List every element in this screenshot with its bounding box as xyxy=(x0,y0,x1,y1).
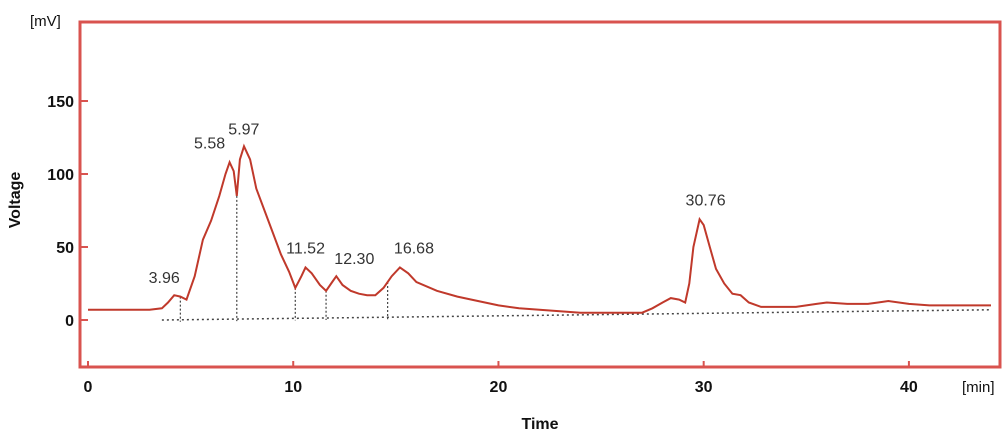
y-axis-ticks: 0 50 100 150 xyxy=(47,94,88,330)
x-axis-title: Time xyxy=(521,416,558,433)
baseline xyxy=(161,309,992,321)
peak-label: 3.96 xyxy=(149,270,180,287)
y-tick-label: 50 xyxy=(56,240,74,257)
x-tick-label: 10 xyxy=(284,379,302,396)
x-tick-label: 20 xyxy=(490,379,508,396)
x-unit-label: [min] xyxy=(962,379,995,396)
peak-label: 5.58 xyxy=(194,135,225,152)
x-tick-label: 30 xyxy=(695,379,713,396)
plot-frame xyxy=(78,20,1002,369)
x-tick-label: 40 xyxy=(900,379,918,396)
peak-label: 16.68 xyxy=(394,240,434,257)
y-unit-label: [mV] xyxy=(30,13,61,30)
peak-label: 12.30 xyxy=(334,251,374,268)
baseline-line xyxy=(161,309,992,321)
y-tick-label: 150 xyxy=(47,94,74,111)
signal-trace xyxy=(88,143,991,314)
x-axis-ticks: 0 10 20 30 40 xyxy=(84,361,918,396)
peak-label: 30.76 xyxy=(686,192,726,209)
y-tick-label: 100 xyxy=(47,167,74,184)
peak-labels: 3.96 5.585.97 11.52 12.30 16.68 30.76 xyxy=(149,121,726,287)
y-axis-title: Voltage xyxy=(7,172,24,229)
peak-label: 11.52 xyxy=(286,240,325,257)
peak-label: 5.97 xyxy=(228,121,259,138)
peak-markers xyxy=(179,195,389,322)
x-tick-label: 0 xyxy=(84,379,93,396)
y-tick-label: 0 xyxy=(65,313,74,330)
